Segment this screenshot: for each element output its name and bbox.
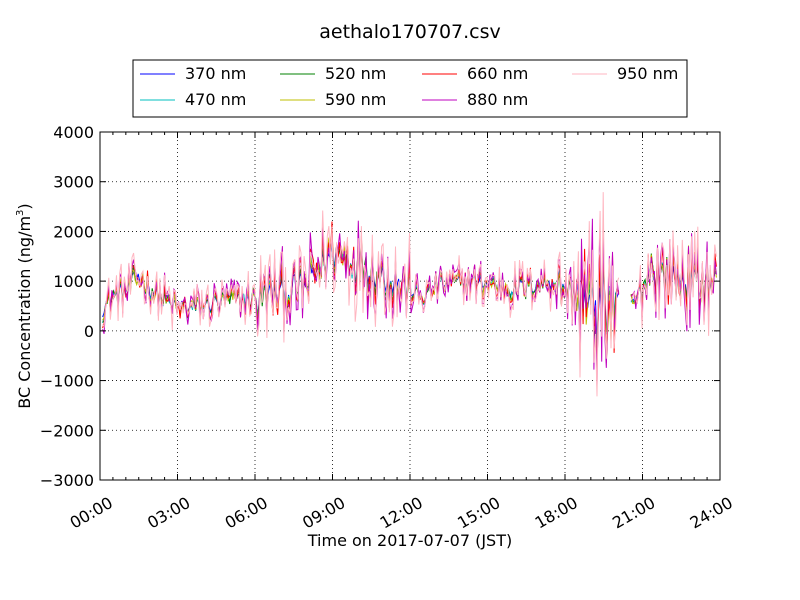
y-axis-label-superscript: 3 — [15, 210, 26, 216]
y-tick-label: −3000 — [40, 471, 94, 490]
y-axis-label-close: ) — [15, 203, 34, 209]
legend-label: 590 nm — [325, 90, 386, 109]
legend-frame — [132, 59, 688, 118]
y-tick-label: −2000 — [40, 421, 94, 440]
legend-label: 370 nm — [185, 64, 246, 83]
series-line-950-nm — [102, 192, 717, 397]
series-lines — [102, 192, 717, 397]
y-axis-label-main: BC Concentration (ng/m — [15, 216, 34, 409]
legend-label: 950 nm — [617, 64, 678, 83]
y-axis-label: BC Concentration (ng/m3) — [15, 203, 34, 408]
chart-title: aethalo170707.csv — [319, 21, 501, 43]
y-tick-label: 1000 — [53, 272, 94, 291]
grid — [100, 132, 720, 480]
y-tick-label: 2000 — [53, 222, 94, 241]
legend-label: 470 nm — [185, 90, 246, 109]
x-axis-label: Time on 2017-07-07 (JST) — [307, 531, 512, 550]
y-tick-label: 3000 — [53, 173, 94, 192]
legend: 370 nm 470 nm 520 nm 590 nm 660 nm 880 nm 950 … — [132, 59, 688, 118]
legend-label: 660 nm — [467, 64, 528, 83]
y-tick-label: 4000 — [53, 123, 94, 142]
y-tick-label: −1000 — [40, 372, 94, 391]
legend-label: 880 nm — [467, 90, 528, 109]
legend-label: 520 nm — [325, 64, 386, 83]
y-tick-label: 0 — [84, 322, 94, 341]
